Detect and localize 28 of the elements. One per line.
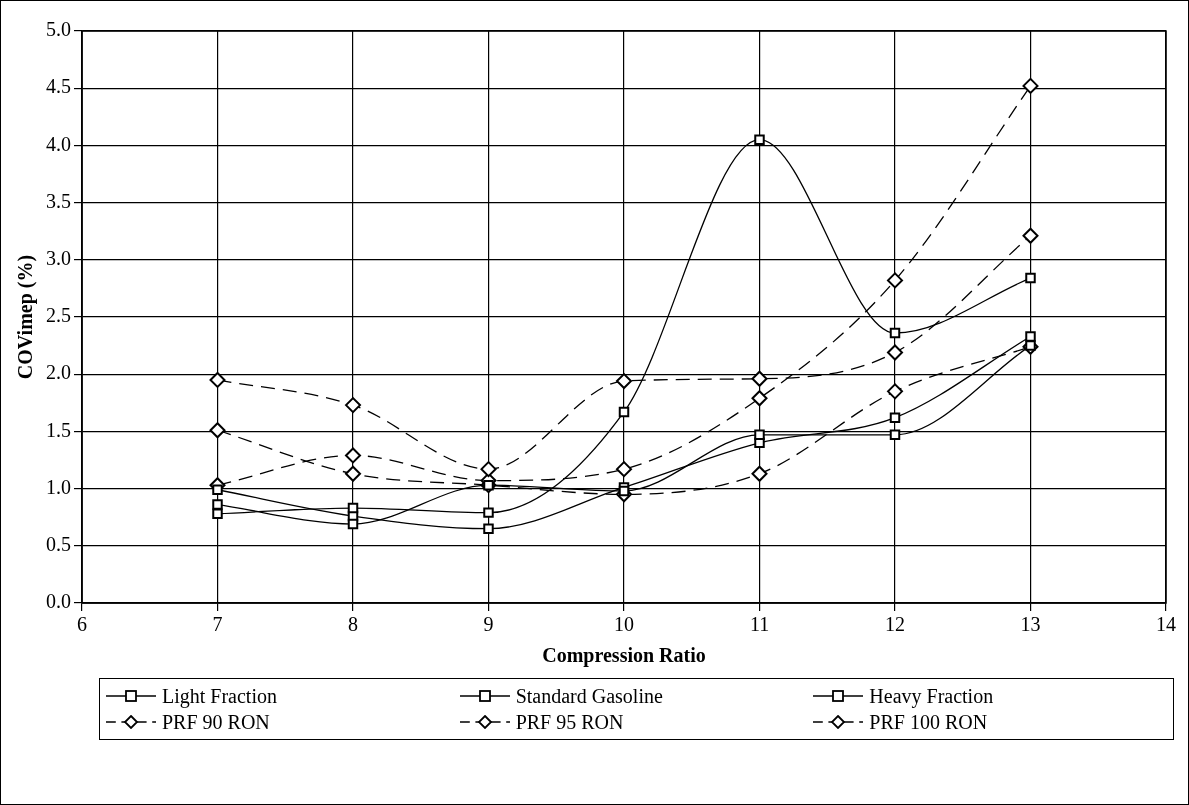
x-tick-label: 9 (483, 613, 494, 636)
y-tick-label: 1.5 (46, 418, 71, 441)
y-tick-label: 3.5 (46, 189, 71, 212)
x-tick-label: 14 (1156, 613, 1176, 636)
y-tick-label: 0.0 (46, 590, 71, 613)
legend-label: PRF 100 RON (869, 710, 988, 734)
y-tick-label: 4.0 (46, 132, 71, 155)
legend-label: Light Fraction (162, 684, 277, 708)
x-tick-label: 11 (749, 613, 770, 636)
y-tick-label: 2.0 (46, 361, 71, 384)
y-tick-label: 5.0 (46, 18, 71, 41)
y-tick-label: 0.5 (46, 533, 71, 556)
y-tick-label: 3.0 (46, 247, 71, 270)
y-tick-label: 4.5 (46, 75, 71, 98)
x-tick-label: 8 (348, 613, 358, 636)
legend-label: Heavy Fraction (869, 684, 994, 708)
y-tick-label: 2.5 (46, 304, 71, 327)
y-axis-title: COVimep (%) (14, 254, 38, 380)
x-tick-label: 13 (1020, 613, 1041, 636)
x-tick-label: 10 (614, 613, 634, 636)
x-tick-label: 6 (77, 613, 87, 636)
x-axis-title: Compression Ratio (542, 644, 706, 668)
x-tick-label: 7 (212, 613, 223, 636)
legend-label: PRF 95 RON (515, 710, 624, 734)
x-tick-label: 12 (885, 613, 905, 636)
y-tick-label: 1.0 (46, 475, 71, 498)
legend-label: Standard Gasoline (515, 684, 663, 708)
legend-label: PRF 90 RON (162, 710, 270, 734)
